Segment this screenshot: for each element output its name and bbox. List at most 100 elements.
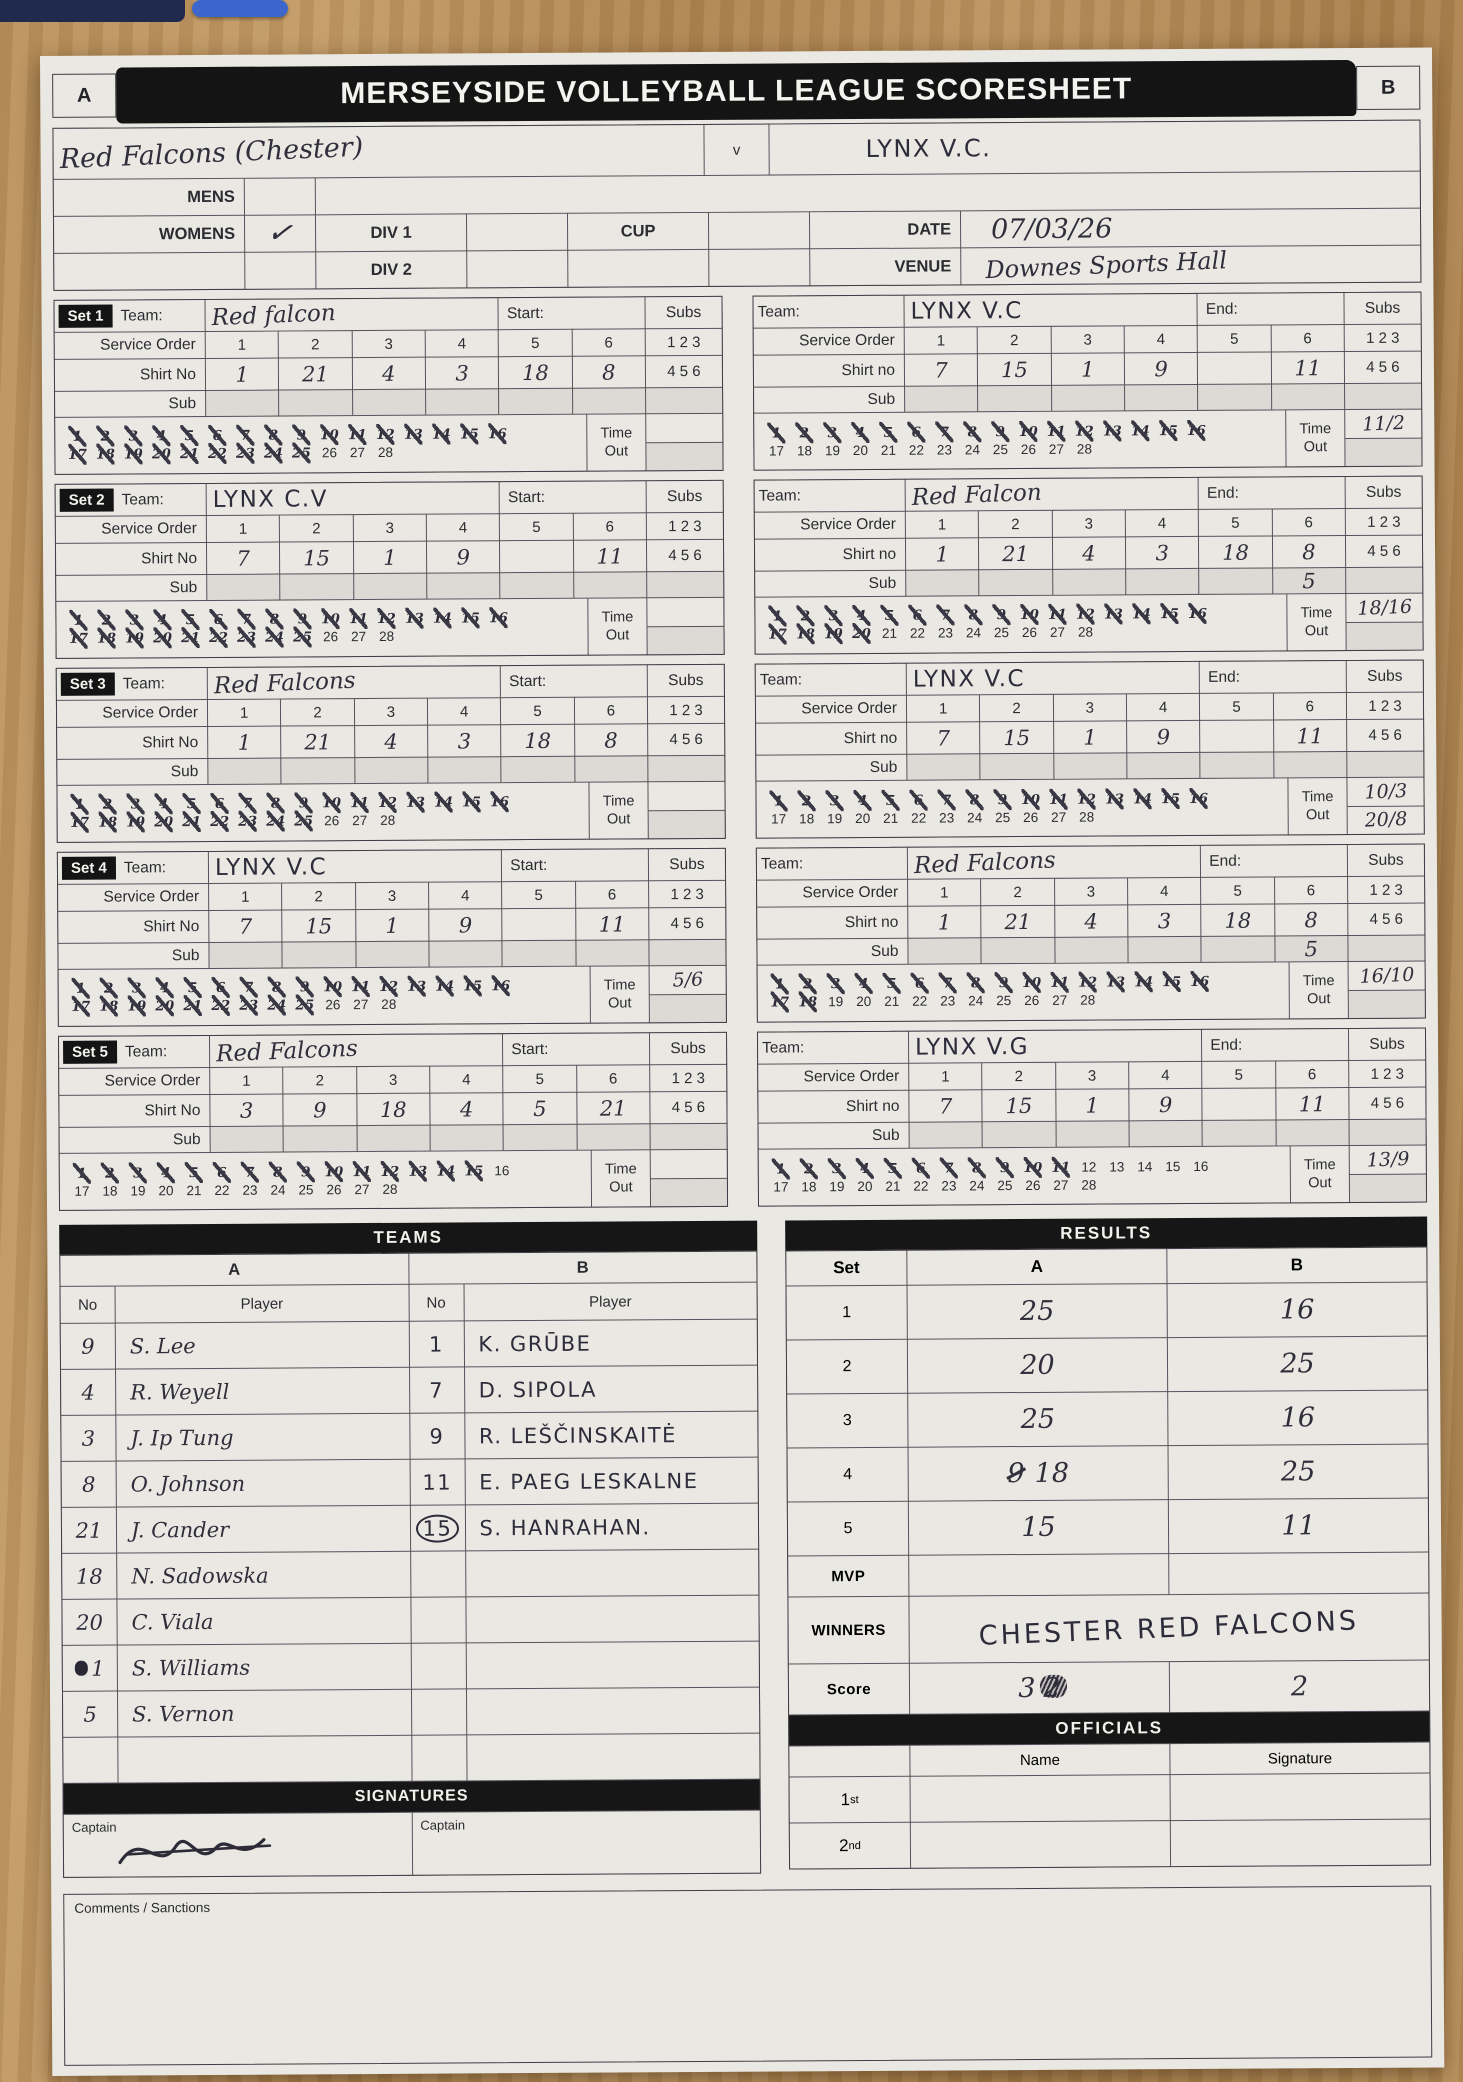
- shirt-no-value: 5: [533, 1096, 547, 1121]
- subs-line2: 4 5 6: [1347, 719, 1424, 752]
- point-14: 14: [432, 1163, 460, 1179]
- officials-signature-header: Signature: [1170, 1742, 1430, 1775]
- set-3-right-block: Team: LYNX V.C End: Subs Service Order 1 2 3 4 5 6…: [754, 659, 1425, 839]
- team-label-cell: Team:: [753, 295, 904, 328]
- shirt-no-3: 4: [352, 357, 426, 390]
- mvp-a-cell: [909, 1554, 1169, 1596]
- player-a-name-value: N. Sadowska: [131, 1563, 269, 1588]
- point-27: 27: [350, 629, 367, 645]
- tally-line: 17 18 19 20 21 22 23 24 25 26 27 28: [66, 813, 402, 831]
- shirt-no-value: 9: [458, 912, 473, 937]
- point-5: 5: [176, 612, 204, 628]
- teams-column: TEAMS A B No Player No Player 9 S. Lee 1 K.…: [59, 1220, 762, 1878]
- sub-cell-3: [357, 1125, 430, 1152]
- team-name-value: Red Falcons: [215, 1035, 359, 1067]
- sub-cell-5: [1199, 568, 1272, 594]
- team-label-cell: Set 1 Team:: [54, 299, 205, 332]
- timeout-label: Time Out: [1288, 778, 1347, 835]
- team-name-value: Red Falcon: [911, 479, 1043, 511]
- point-5: 5: [175, 428, 203, 444]
- tally-line: 1 2 3 4 5 6 7 8 9 10 11 12 13 14 15 16: [762, 422, 1210, 441]
- point-13: 13: [1098, 423, 1126, 439]
- player-a-no-value: 21: [75, 1518, 103, 1543]
- service-order-2: 2: [978, 326, 1051, 354]
- point-24: 24: [263, 997, 291, 1014]
- tally-line: 17 18 19 20 21 22 23 24 25 26 27 28: [63, 445, 399, 463]
- point-4: 4: [847, 608, 875, 624]
- shirt-no-1: 7: [907, 722, 980, 754]
- point-13: 13: [399, 427, 427, 443]
- point-13: 13: [400, 611, 428, 627]
- service-order-5: 5: [1201, 877, 1274, 904]
- subs-note-bottom: [1346, 622, 1423, 651]
- player-a-no-value: 4: [81, 1380, 95, 1405]
- set-tag: Set 4: [61, 856, 116, 880]
- point-22: 22: [207, 998, 235, 1014]
- point-18: 18: [91, 447, 119, 463]
- subs-line2: 4 5 6: [650, 1091, 727, 1124]
- womens-label: WOMENS: [53, 215, 245, 253]
- column-b-header: B: [408, 1251, 757, 1284]
- service-order-label: Service Order: [757, 879, 908, 907]
- point-6: 6: [905, 792, 933, 808]
- officials-header: Name Signature: [789, 1742, 1430, 1777]
- captain-b-cell: Captain: [412, 1810, 761, 1875]
- subs-header: Subs: [645, 296, 722, 329]
- point-17: 17: [768, 442, 784, 459]
- service-order-5: 5: [1199, 509, 1272, 536]
- point-2: 2: [791, 608, 819, 624]
- point-15: 15: [459, 978, 487, 994]
- point-24: 24: [261, 629, 289, 646]
- timeout-word-2: Out: [606, 811, 631, 828]
- point-26: 26: [321, 445, 337, 461]
- point-4: 4: [148, 612, 176, 628]
- result-a-cell: 20: [907, 1338, 1168, 1393]
- service-order-4: 4: [430, 1066, 503, 1093]
- shirt-no-label: Shirt no: [758, 1090, 909, 1123]
- start-end-label: End:: [1200, 661, 1346, 693]
- point-10: 10: [1019, 1159, 1047, 1175]
- result-b-value: 16: [1280, 1402, 1316, 1434]
- point-22: 22: [203, 446, 231, 462]
- service-order-5: 5: [1202, 1061, 1275, 1088]
- point-24: 24: [965, 625, 982, 641]
- sub-cell-4: [1126, 568, 1199, 595]
- point-14: 14: [1126, 423, 1154, 439]
- point-12: 12: [376, 1163, 404, 1179]
- service-order-1: 1: [205, 331, 279, 358]
- point-1: 1: [66, 797, 94, 813]
- player-a-no: 21: [61, 1507, 117, 1553]
- sub-cell-6: 5: [1272, 568, 1346, 594]
- team-name-cell: Red Falcons: [207, 666, 501, 699]
- sub-cell-4: [1128, 936, 1201, 963]
- sub-label: Sub: [755, 570, 906, 597]
- point-5: 5: [877, 792, 905, 808]
- sub-cell-5: [1200, 752, 1274, 778]
- point-22: 22: [913, 1178, 929, 1194]
- point-24: 24: [968, 993, 984, 1009]
- player-a-name: J. Ip Tung: [116, 1413, 410, 1461]
- tally-line: 17 18 19 20 21 22 23 24 25 26 27 28: [766, 993, 1102, 1011]
- player-b-name: E. PAEG LESKALNE: [465, 1457, 758, 1505]
- results-set-header: Set: [786, 1250, 907, 1286]
- subs-line1: 1 2 3: [1345, 508, 1422, 536]
- captain-a-cell: Captain: [63, 1812, 412, 1877]
- service-order-5: 5: [502, 881, 575, 909]
- shirt-no-value: 15: [1005, 1093, 1033, 1118]
- set-4-right-block: Team: Red Falcons End: Subs Service Order 1 2 3…: [755, 843, 1426, 1023]
- shirt-no-4: 3: [1128, 904, 1201, 937]
- player-b-name: D. SIPOLA: [464, 1365, 758, 1413]
- point-10: 10: [318, 795, 346, 811]
- point-18: 18: [94, 815, 122, 831]
- player-a-name: N. Sadowska: [117, 1551, 410, 1599]
- sub-subs-cell: [648, 755, 725, 782]
- subs-note-value: 13/9: [1365, 1147, 1410, 1172]
- shirt-no-2: 15: [982, 1089, 1056, 1122]
- point-14: 14: [1130, 974, 1158, 990]
- point-28: 28: [378, 628, 395, 644]
- result-b-value: 11: [1281, 1510, 1316, 1542]
- sub-cell-6: [1273, 752, 1347, 778]
- sub-cell-3: [354, 757, 428, 784]
- player-b-name: [465, 1549, 759, 1597]
- sub-cell-6: [574, 756, 648, 782]
